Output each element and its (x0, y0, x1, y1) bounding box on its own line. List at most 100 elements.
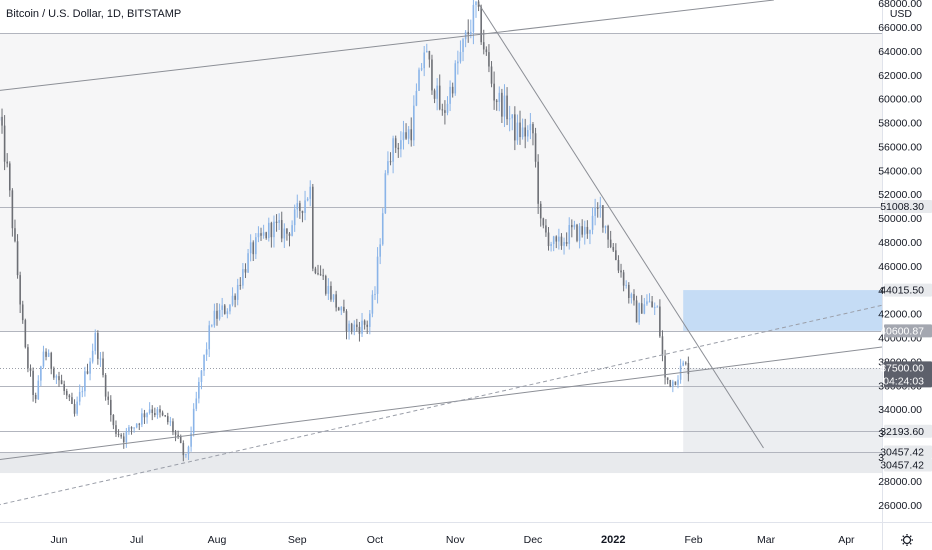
candle-body (104, 375, 107, 397)
time-tick-label: 2022 (601, 534, 625, 546)
price-tick-label: 42000.00 (878, 309, 922, 321)
candle-body (231, 295, 234, 305)
candle-body (236, 284, 239, 300)
candle-body (495, 100, 498, 103)
candle-body (21, 304, 24, 321)
candle-body (599, 205, 602, 208)
candle-body (687, 363, 690, 375)
candle-body (172, 421, 174, 433)
candle-body (415, 90, 418, 106)
candle-body (441, 109, 444, 111)
candle-body (267, 222, 270, 239)
time-tick-label: Apr (838, 534, 855, 546)
price-tick-label: 68000.00 (878, 0, 922, 10)
candle-body (288, 233, 291, 236)
candle-body (99, 358, 102, 360)
gear-icon[interactable] (901, 534, 913, 546)
price-scale[interactable]: 26000.0028000.0030000.0032000.0034000.00… (878, 0, 922, 512)
candle-body (602, 205, 604, 228)
candle-body (179, 436, 182, 443)
candle-body (8, 163, 11, 191)
price-tick-label: 60000.00 (878, 94, 922, 106)
price-tag-label: 30457.42 (880, 460, 924, 472)
candle-body (596, 207, 599, 209)
candle-body (273, 221, 275, 238)
candle-body (511, 114, 514, 119)
candle-body (306, 198, 309, 201)
candle-body (454, 63, 457, 94)
candle-body (148, 409, 151, 413)
candle-body (431, 59, 433, 91)
price-tag-label: 51008.30 (880, 201, 924, 213)
candle-body (249, 242, 252, 254)
candle-body (260, 233, 262, 236)
candle-body (337, 307, 340, 311)
candle-body (187, 446, 190, 454)
candle-body (581, 226, 583, 235)
candle-body (102, 358, 104, 376)
candle-body (384, 173, 387, 214)
candle-body (117, 433, 120, 435)
candle-body (32, 370, 34, 395)
candle-body (244, 269, 247, 273)
candle-body (6, 161, 8, 164)
time-scale[interactable]: Jun Jul Aug Sep Oct Nov Dec 2022 Feb Mar Apr (51, 534, 855, 546)
candle-body (154, 412, 156, 415)
candle-body (630, 294, 633, 298)
candle-body (612, 246, 615, 251)
candle-body (620, 270, 622, 273)
time-tick-label: Oct (367, 534, 383, 546)
candle-body (24, 320, 27, 348)
candle-body (537, 161, 539, 204)
candle-body (60, 380, 63, 385)
candle-body (174, 432, 177, 435)
candle-body (633, 294, 635, 301)
candle-body (501, 92, 503, 117)
candle-body (216, 310, 218, 319)
candle-body (68, 395, 71, 398)
price-tick-label: 50000.00 (878, 213, 922, 225)
candle-body (312, 186, 314, 269)
candle-body (571, 225, 573, 228)
candle-body (672, 381, 674, 387)
candle-body (252, 242, 255, 255)
upper-channel-line (0, 0, 774, 91)
candle-body (55, 376, 58, 378)
candle-body (257, 233, 260, 238)
price-tick-label: 52000.00 (878, 189, 922, 201)
candle-body (446, 103, 449, 113)
candle-body (490, 66, 493, 84)
candle-body (130, 427, 133, 429)
candle-body (425, 51, 428, 53)
candle-body (371, 294, 374, 314)
candle-body (519, 122, 521, 138)
candle-body (16, 241, 19, 276)
candle-body (402, 132, 405, 141)
candle-body (335, 294, 337, 308)
candle-body (133, 427, 135, 429)
candle-body (560, 236, 563, 246)
price-tick-label: 54000.00 (878, 165, 922, 177)
candle-body (457, 61, 459, 64)
candle-body (53, 368, 55, 378)
candle-body (583, 226, 586, 235)
candle-body (65, 390, 68, 396)
candle-body (532, 124, 534, 134)
candle-body (656, 306, 659, 308)
candle-body (677, 379, 679, 385)
candle-body (433, 90, 436, 99)
candle-body (374, 293, 376, 295)
candle-body (296, 203, 299, 210)
price-tag: 51008.30 (880, 200, 932, 214)
candle-body (558, 236, 560, 242)
candle-body (327, 285, 330, 294)
candle-body (280, 220, 283, 239)
candle-body (376, 256, 379, 294)
price-tick-label: 62000.00 (878, 70, 922, 82)
candle-body (628, 284, 630, 298)
candle-body (221, 305, 223, 311)
candle-body (498, 92, 501, 103)
time-tick-label: Sep (288, 534, 307, 546)
candle-body (195, 398, 198, 409)
candle-body (166, 416, 169, 423)
